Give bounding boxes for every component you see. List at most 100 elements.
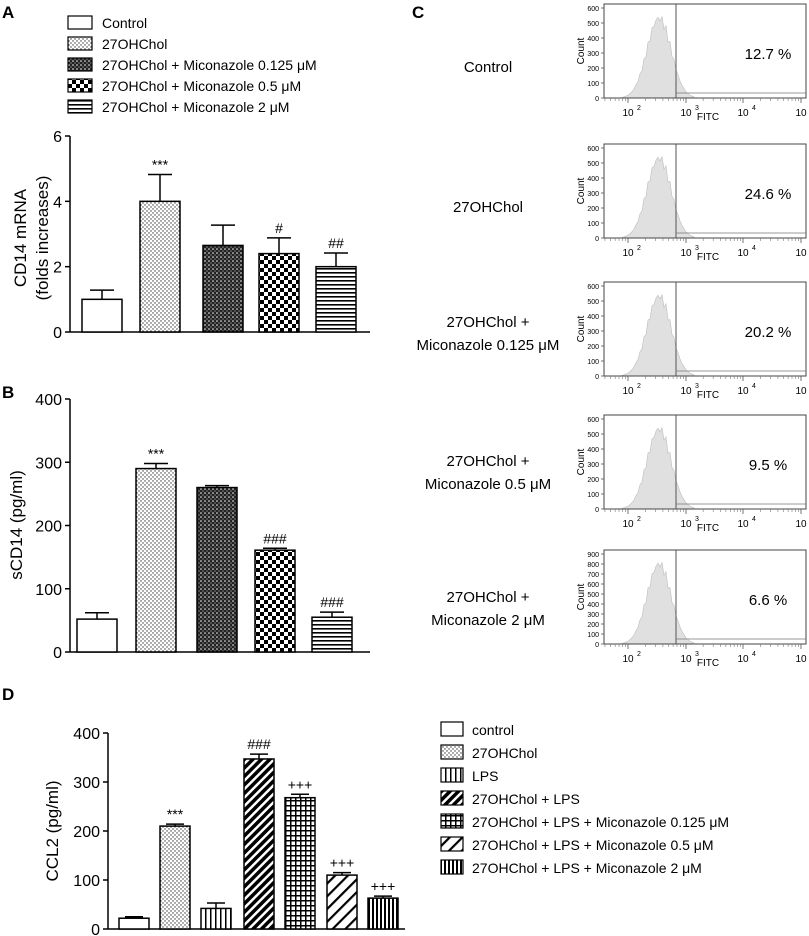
legend-label: 27OHChol + LPS + Miconazole 0.5 μM xyxy=(472,837,714,853)
y-tick-label: 800 xyxy=(587,562,599,569)
legend-label: control xyxy=(472,722,514,738)
x-tick-label: 10 xyxy=(737,654,749,665)
y-tick-label: 400 xyxy=(587,36,599,43)
x-axis-label: FITC xyxy=(697,252,719,263)
panel-label-c: C xyxy=(412,3,424,22)
y-tick-label: 0 xyxy=(595,507,599,514)
legend-swatch xyxy=(440,813,464,829)
histogram-plot: 27OHChol 24.6 % 0 100 200 300 400 500 600 Count 10… xyxy=(453,143,807,263)
bar xyxy=(135,467,177,653)
y-tick-label: 0 xyxy=(53,645,62,662)
significance-label: +++ xyxy=(330,855,355,871)
x-tick-exponent: 3 xyxy=(695,383,699,390)
legend-swatch xyxy=(440,790,464,806)
bar xyxy=(118,917,150,930)
x-axis-label: FITC xyxy=(697,658,719,669)
x-tick-exponent: 4 xyxy=(752,383,756,390)
y-tick-label: 500 xyxy=(587,21,599,28)
y-tick-label: 400 xyxy=(587,176,599,183)
bar xyxy=(139,200,181,333)
y-tick-label: 400 xyxy=(73,726,100,743)
y-tick-label: 100 xyxy=(35,582,62,599)
y-tick-label: 200 xyxy=(35,519,62,536)
x-tick-label: 10 xyxy=(737,386,749,397)
x-tick-label: 10 xyxy=(795,654,807,665)
percent-label: 9.5 % xyxy=(749,457,787,474)
bar xyxy=(196,486,238,653)
y-axis-label: (folds increases) xyxy=(33,176,52,301)
y-tick-label: 100 xyxy=(587,221,599,228)
y-tick-label: 200 xyxy=(587,622,599,629)
y-axis-label: Count xyxy=(576,448,587,475)
histogram-plot: 27OHChol + Miconazole 0.125 μM 20.2 % 0 100 2… xyxy=(417,281,807,401)
y-tick-label: 600 xyxy=(587,417,599,424)
histogram-fill xyxy=(621,561,695,645)
x-tick-label: 10 xyxy=(680,386,692,397)
y-tick-label: 200 xyxy=(587,66,599,73)
x-tick-exponent: 2 xyxy=(637,651,641,658)
y-tick-label: 300 xyxy=(587,191,599,198)
sample-label: Miconazole 0.125 μM xyxy=(417,337,560,354)
y-tick-label: 400 xyxy=(587,314,599,321)
x-tick-label: 10 xyxy=(622,108,634,119)
sample-label: 27OHChol + xyxy=(447,453,530,470)
x-tick-exponent: 4 xyxy=(752,651,756,658)
plot-frame xyxy=(603,281,807,377)
y-axis-label: Count xyxy=(576,37,587,64)
x-tick-exponent: 2 xyxy=(637,245,641,252)
y-tick-label: 100 xyxy=(587,359,599,366)
panel-a: Control 27OHChol 27OHChol + Miconazole 0.1… xyxy=(11,15,370,342)
legend-label: 27OHChol xyxy=(102,36,167,52)
y-axis-label: sCD14 (pg/ml) xyxy=(7,470,26,580)
x-tick-label: 10 xyxy=(680,108,692,119)
y-tick-label: 200 xyxy=(73,824,100,841)
y-tick-label: 0 xyxy=(595,236,599,243)
x-tick-label: 10 xyxy=(680,654,692,665)
x-tick-label: 10 xyxy=(680,248,692,259)
bar xyxy=(76,618,118,653)
y-tick-label: 700 xyxy=(587,572,599,579)
significance-label: # xyxy=(275,220,283,236)
y-tick-label: 100 xyxy=(587,81,599,88)
y-tick-label: 0 xyxy=(595,96,599,103)
x-tick-exponent: 2 xyxy=(637,105,641,112)
y-tick-label: 6 xyxy=(53,129,62,146)
panel-label-b: B xyxy=(2,383,14,402)
significance-label: *** xyxy=(167,806,184,822)
significance-label: *** xyxy=(148,446,165,462)
y-axis-label: CCL2 (pg/ml) xyxy=(43,780,62,881)
legend-swatch xyxy=(67,99,93,114)
y-axis-label: Count xyxy=(576,177,587,204)
legend-swatch xyxy=(440,721,464,737)
x-tick-exponent: 2 xyxy=(637,516,641,523)
legend-label: 27OHChol xyxy=(472,745,537,761)
legend-swatch xyxy=(67,57,93,72)
bar xyxy=(200,907,232,930)
y-tick-label: 600 xyxy=(587,582,599,589)
y-tick-label: 200 xyxy=(587,344,599,351)
y-tick-label: 300 xyxy=(587,462,599,469)
x-tick-label: 10 xyxy=(737,108,749,119)
bar xyxy=(326,874,358,930)
significance-label: ## xyxy=(328,235,344,251)
bar xyxy=(367,897,399,930)
x-tick-exponent: 4 xyxy=(752,105,756,112)
x-tick-label: 10 xyxy=(622,386,634,397)
bar xyxy=(311,616,353,653)
histogram-plot: 27OHChol + Miconazole 2 μM 6.6 % 0 100 200 300… xyxy=(431,549,807,669)
plot-frame xyxy=(603,3,807,99)
y-tick-label: 300 xyxy=(587,329,599,336)
bar xyxy=(254,549,296,653)
y-tick-label: 0 xyxy=(595,374,599,381)
significance-label: *** xyxy=(152,157,169,173)
bar xyxy=(202,244,244,333)
bar xyxy=(81,298,123,333)
y-tick-label: 500 xyxy=(587,161,599,168)
significance-label: +++ xyxy=(371,878,396,894)
y-axis-label: Count xyxy=(576,315,587,342)
y-tick-label: 100 xyxy=(73,873,100,890)
bar xyxy=(315,265,357,333)
panel-d: 0 100 200 300 400 *** ### +++ +++ +++ CCL2 (pg/ml)… xyxy=(43,721,729,936)
